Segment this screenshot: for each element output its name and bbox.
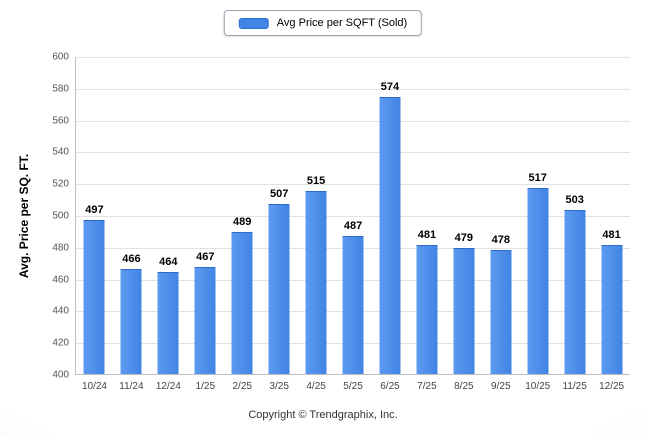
y-tick-label: 560 [52,115,69,127]
bar-group: 478 9/25 [482,57,519,392]
bar-value-label: 574 [380,81,400,93]
x-tick-label: 11/25 [562,381,587,392]
x-tick-label: 10/25 [525,381,551,392]
legend-swatch [238,17,269,29]
bar [305,191,327,374]
x-tick-label: 12/24 [155,381,181,392]
y-axis-title: Avg. Price per SQ. FT. [17,153,32,279]
bar-value-label: 464 [159,256,178,268]
bar [342,236,364,374]
bar [194,267,216,374]
x-tick-label: 7/25 [417,381,437,392]
y-tick-label: 420 [52,337,69,349]
x-tick-label: 3/25 [269,381,289,392]
bar-group: 507 3/25 [261,57,298,392]
gridline [76,88,630,90]
bar-value-label: 479 [454,232,474,244]
x-tick-label: 10/24 [81,381,107,392]
x-tick-label: 6/25 [380,381,400,392]
x-tick-label: 12/25 [599,381,625,392]
bar-group: 497 10/24 [76,57,113,392]
bar [157,272,179,374]
y-tick-label: 440 [52,305,69,317]
bar-value-label: 466 [122,253,141,265]
bar [83,220,105,374]
x-tick-label: 1/25 [195,381,216,392]
bar-value-label: 503 [565,194,584,206]
bar [120,269,142,374]
y-tick-label: 580 [52,83,69,95]
bars: 497 10/24 466 11/24 464 12/24 467 1/25 489 2/25 50… [76,57,630,392]
x-tick-label: 5/25 [343,381,363,392]
y-tick-label: 480 [52,242,69,254]
bar-value-label: 515 [306,175,326,187]
bar-group: 466 11/24 [113,57,150,392]
bar [601,245,623,374]
y-axis-title-wrap: Avg. Price per SQ. FT. [14,57,34,375]
bar-group: 481 12/25 [593,57,630,392]
bar [268,204,290,374]
bar-value-label: 478 [491,234,510,246]
x-tick-label: 4/25 [306,381,326,392]
y-tick-label: 520 [52,178,69,190]
bar-group: 479 8/25 [445,57,482,392]
x-tick-label: 11/24 [119,381,144,392]
y-tick-label: 400 [52,369,69,381]
bar [564,210,586,374]
y-tick-label: 500 [52,210,69,222]
plot-area: 400 420 440 460 480 500 520 540 560 580 600 497 10/2… [52,52,630,392]
bar [379,97,401,374]
y-tick-label: 540 [52,146,69,158]
x-tick-label: 8/25 [454,381,474,392]
gridline [76,184,630,186]
bar [527,188,549,374]
bar-value-label: 517 [528,172,547,184]
bar-group: 481 7/25 [408,57,445,392]
x-tick-label: 2/25 [232,381,252,392]
gridline [76,152,630,154]
bar-group: 515 4/25 [298,57,335,392]
bar-group: 489 2/25 [224,57,261,392]
gridline [76,57,630,58]
bar [231,232,253,374]
gridline [76,216,630,217]
bar-value-label: 481 [417,229,437,241]
legend-label: Avg Price per SQFT (Sold) [276,17,408,29]
bar-group: 574 6/25 [372,57,409,392]
y-tick-label: 460 [52,274,69,286]
bar-group: 467 1/25 [187,57,224,392]
bar-value-label: 481 [602,229,621,241]
bar-group: 464 12/24 [150,57,187,392]
legend: Avg Price per SQFT (Sold) [223,10,423,36]
y-tick-label: 600 [52,51,69,63]
bar [490,250,512,374]
bar-value-label: 467 [196,251,215,263]
bar [453,248,475,374]
gridline [76,120,630,122]
bar-value-label: 487 [343,220,363,232]
x-tick-label: 9/25 [491,381,511,392]
bar [416,245,438,374]
bar-group: 503 11/25 [556,57,593,392]
bar-value-label: 489 [233,216,252,228]
bar-value-label: 507 [269,188,289,200]
bar-group: 517 10/25 [519,57,556,392]
bar-group: 487 5/25 [335,57,372,392]
bar-value-label: 497 [85,204,104,216]
copyright: Copyright © Trendgraphix, Inc. [248,409,398,421]
